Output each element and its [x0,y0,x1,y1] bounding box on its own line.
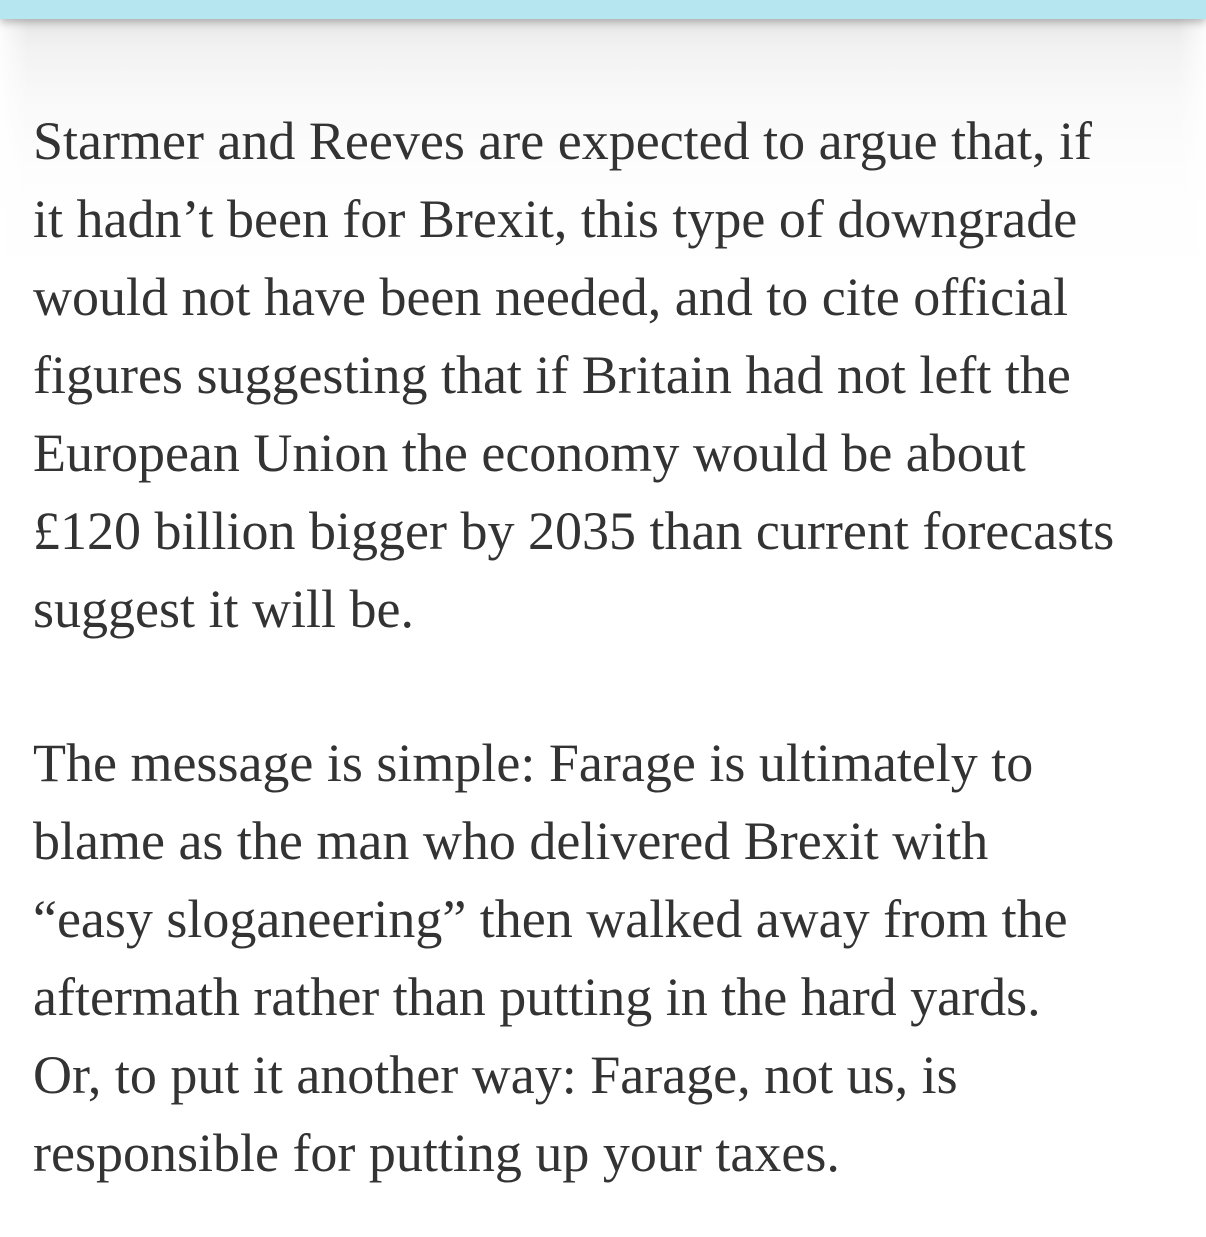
text-line: European Union the economy would be abou… [33,423,1026,483]
text-line: The message is simple: Farage is ultimat… [33,733,1034,793]
article-paragraph: The message is simple: Farage is ultimat… [33,724,1173,1192]
article-scroll-region[interactable]: Starmer and Reeves are expected to argue… [0,19,1206,1237]
text-line: Or, to put it another way: Farage, not u… [33,1045,958,1105]
text-line: £120 billion bigger by 2035 than current… [33,501,1115,561]
text-line: blame as the man who delivered Brexit wi… [33,811,989,871]
text-line: responsible for putting up your taxes. [33,1123,840,1183]
text-line: aftermath rather than putting in the har… [33,967,1041,1027]
text-line: it hadn’t been for Brexit, this type of … [33,189,1078,249]
text-line: would not have been needed, and to cite … [33,267,1069,327]
article-paragraph: Starmer and Reeves are expected to argue… [33,102,1173,648]
text-line: Starmer and Reeves are expected to argue… [33,111,1093,171]
text-line: figures suggesting that if Britain had n… [33,345,1071,405]
top-accent-bar [0,0,1206,19]
text-line: suggest it will be. [33,579,414,639]
text-line: “easy sloganeering” then walked away fro… [33,889,1068,949]
